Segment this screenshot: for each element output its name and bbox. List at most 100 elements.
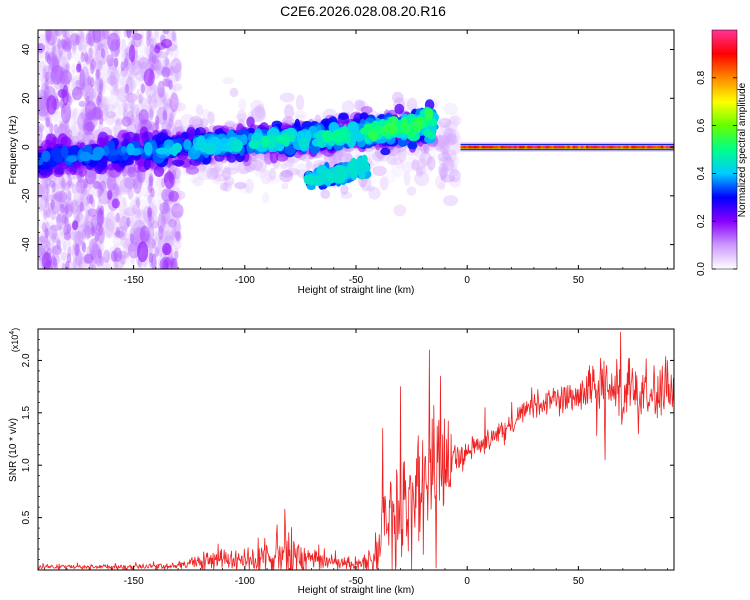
heatmap-cell — [52, 257, 58, 268]
heatmap-cell — [98, 84, 103, 95]
heatmap-cell — [437, 137, 448, 150]
heatmap-cell — [171, 159, 185, 166]
heatmap-cell — [171, 30, 176, 42]
heatmap-cell — [121, 146, 127, 154]
heatmap-cell — [61, 263, 66, 269]
heatmap-cell — [61, 179, 67, 190]
heatmap-cell — [305, 160, 313, 170]
heatmap-cell — [84, 224, 91, 240]
heatmap-cell — [153, 93, 158, 104]
heatmap-cell — [155, 115, 160, 126]
stable-line-cell — [497, 145, 501, 149]
stable-line-cell — [537, 145, 541, 149]
heatmap-cell — [393, 204, 407, 217]
heatmap-cell — [161, 216, 166, 227]
heatmap-cell — [121, 38, 127, 59]
heatmap-cell — [104, 215, 115, 225]
heatmap-cell — [90, 58, 97, 71]
heatmap-cell — [38, 65, 46, 72]
heatmap-cell — [145, 238, 157, 249]
heatmap-cell — [163, 214, 168, 225]
stable-line-cell — [647, 145, 651, 149]
heatmap-cell — [72, 258, 78, 269]
heatmap-cell — [44, 237, 49, 248]
heatmap-cell — [160, 38, 173, 49]
heatmap-cell — [322, 130, 334, 143]
heatmap-cell — [248, 159, 263, 171]
heatmap-cell — [238, 98, 247, 111]
heatmap-cell — [164, 226, 174, 248]
heatmap-cell — [401, 161, 415, 173]
heatmap-cell — [123, 57, 129, 68]
heatmap-cell — [129, 102, 134, 113]
stable-line-cell — [577, 145, 581, 149]
stable-line-cell — [564, 145, 568, 149]
snr-y-tick-label: 2.0 — [21, 353, 32, 367]
stable-line-cell — [663, 145, 667, 149]
heatmap-cell — [62, 30, 67, 38]
heatmap-cell — [141, 218, 148, 227]
heatmap-cell — [102, 62, 112, 84]
heatmap-cell — [87, 208, 98, 217]
heatmap-cell — [164, 226, 178, 241]
heatmap-cell — [445, 133, 458, 145]
heatmap-cell — [171, 83, 183, 92]
heatmap-cell — [434, 175, 447, 189]
heatmap-cell — [449, 149, 457, 163]
heatmap-cell — [151, 92, 156, 103]
heatmap-cell — [438, 125, 453, 142]
heatmap-cell — [204, 142, 217, 155]
heatmap-cell — [49, 216, 58, 236]
heatmap-cell — [222, 166, 232, 181]
heatmap-cell — [106, 75, 118, 86]
heatmap-cell — [168, 117, 174, 128]
heatmap-cell — [153, 174, 165, 186]
heatmap-cell — [96, 42, 104, 51]
heatmap-cell — [223, 167, 239, 175]
heatmap-cell — [74, 230, 84, 247]
stable-line-cell — [655, 145, 659, 149]
heatmap-cell — [130, 212, 142, 232]
heatmap-cell — [229, 87, 239, 98]
heatmap-cell — [72, 107, 81, 125]
heatmap-cell — [199, 164, 207, 173]
stable-line-cell — [460, 145, 464, 149]
heatmap-cell — [72, 233, 77, 244]
heatmap-cell — [120, 61, 125, 72]
heatmap-cell — [143, 68, 155, 87]
heatmap-cell — [127, 166, 137, 178]
heatmap-cell — [57, 133, 68, 146]
heatmap-cell — [287, 134, 296, 143]
heatmap-cell — [56, 213, 61, 224]
heatmap-cell — [419, 151, 432, 166]
heatmap-cell — [149, 109, 154, 121]
heatmap-cell — [153, 205, 158, 216]
heatmap-cell — [445, 119, 453, 132]
heatmap-cell — [370, 132, 378, 141]
heatmap-cell — [148, 219, 153, 230]
snr-y-multiplier: (x104) — [9, 328, 20, 352]
heatmap-cell — [397, 138, 408, 147]
heatmap-cell — [48, 221, 55, 236]
heatmap-cell — [170, 58, 182, 74]
heatmap-cell — [84, 121, 96, 132]
heatmap-cell — [155, 178, 165, 189]
heatmap-cell — [116, 208, 129, 229]
heatmap-cell — [280, 162, 287, 169]
heatmap-cell — [60, 102, 72, 124]
heatmap-cell — [414, 171, 430, 187]
heatmap-cell — [66, 238, 72, 249]
heatmap-cell — [75, 34, 80, 45]
heatmap-cell — [70, 112, 77, 132]
heatmap-cell — [38, 234, 47, 243]
stable-line-cell — [639, 145, 643, 149]
heatmap-cell — [449, 169, 461, 183]
heatmap-cell — [135, 197, 141, 208]
heatmap-cell — [74, 243, 80, 256]
heatmap-cell — [123, 108, 128, 119]
heatmap-cell — [111, 77, 118, 91]
heatmap-cell — [89, 153, 103, 161]
heatmap-cell — [149, 176, 154, 187]
heatmap-cell — [144, 87, 158, 95]
